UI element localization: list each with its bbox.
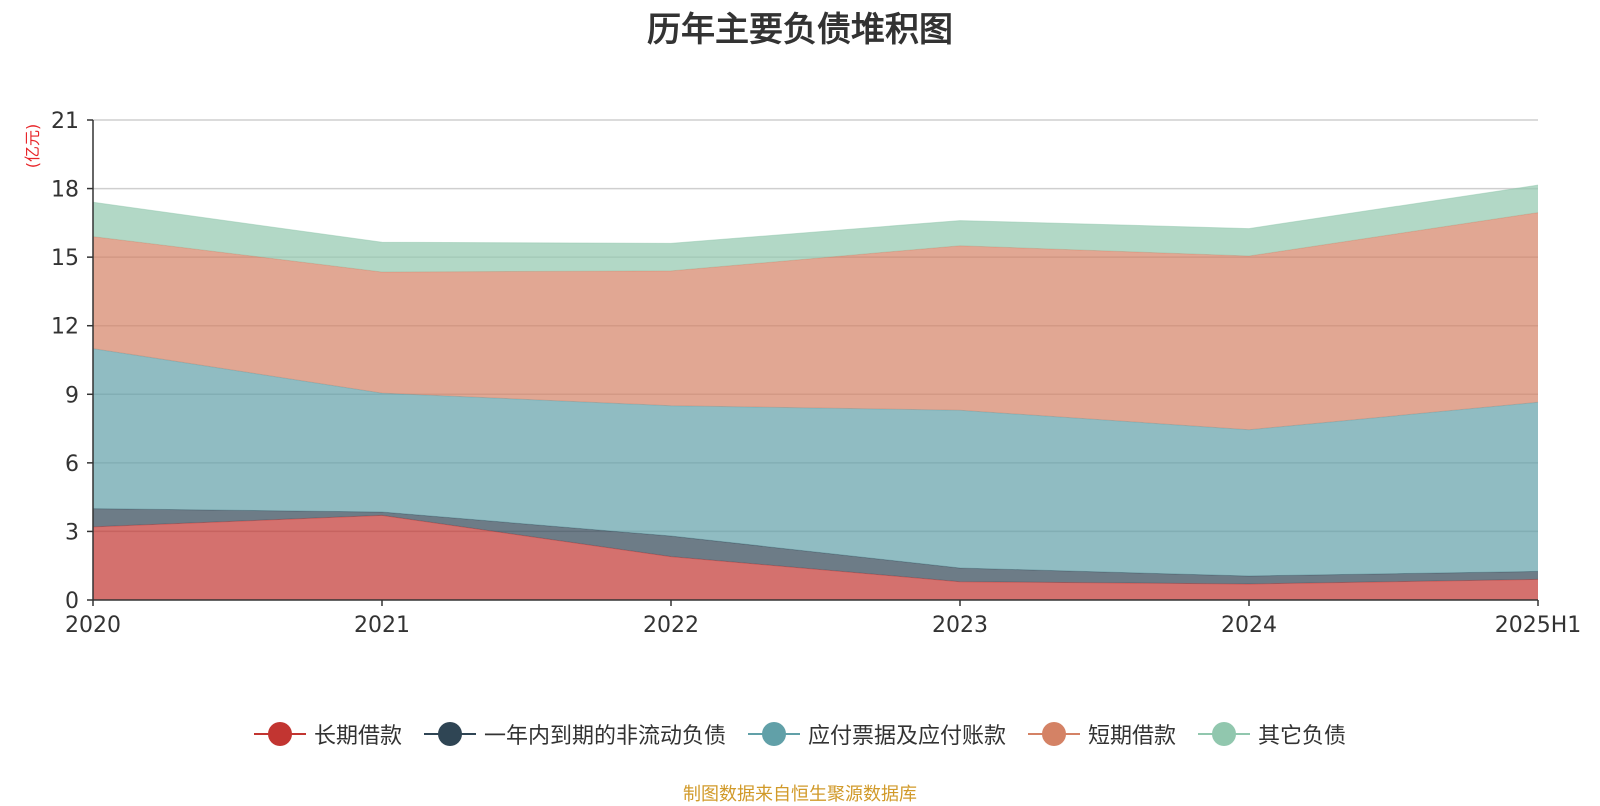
legend-dot [437, 722, 462, 746]
x-tick-label: 2023 [932, 613, 988, 638]
y-tick-label: 9 [65, 383, 79, 408]
legend-label: 一年内到期的非流动负债 [483, 724, 726, 749]
legend-dot [267, 722, 292, 746]
y-tick-label: 0 [65, 589, 79, 614]
legend-marker-icon [747, 722, 800, 746]
legend-marker-icon [423, 722, 476, 746]
legend-label: 短期借款 [1088, 724, 1177, 749]
y-tick-label: 21 [51, 109, 79, 134]
area-series-1 [93, 515, 1538, 600]
x-tick-label: 2021 [354, 613, 410, 638]
x-tick-label: 2025H1 [1495, 613, 1582, 638]
y-axis-unit-label: (亿元) [23, 124, 42, 169]
legend-item-5[interactable]: 其它负债 [1198, 718, 1346, 750]
y-tick-label: 12 [51, 315, 79, 340]
legend-marker-icon [1198, 722, 1251, 746]
area-series [92, 184, 1539, 600]
legend-marker-icon [253, 722, 306, 746]
legend-item-2[interactable]: 一年内到期的非流动负债 [423, 718, 726, 750]
x-tick-label: 2020 [65, 613, 121, 638]
legend: 长期借款 一年内到期的非流动负债 应付票据及应付账款 短期借款 其它负债 [0, 718, 1600, 750]
y-tick-label: 18 [51, 178, 79, 203]
legend-marker-icon [1028, 722, 1080, 746]
y-tick-label: 6 [65, 452, 79, 477]
legend-item-3[interactable]: 应付票据及应付账款 [747, 718, 1006, 750]
legend-dot [761, 722, 786, 746]
legend-dot [1212, 722, 1237, 746]
area-series-3 [93, 348, 1538, 576]
y-tick-label: 3 [65, 520, 79, 545]
chart-title: 历年主要负债堆积图 [647, 10, 953, 50]
area-series-4 [93, 212, 1538, 430]
axes: 0 3 6 9 12 15 18 21 2020 2021 2022 2023 2024 2025H1 [51, 109, 1581, 638]
area-series-2 [93, 508, 1538, 584]
area-series-5 [93, 185, 1538, 272]
legend-item-1[interactable]: 长期借款 [253, 718, 402, 750]
legend-item-4[interactable]: 短期借款 [1028, 718, 1176, 750]
area-edge-5 [92, 184, 1539, 244]
legend-label: 其它负债 [1258, 724, 1347, 749]
legend-label: 长期借款 [313, 724, 402, 749]
y-tick-label: 15 [51, 246, 79, 271]
x-tick-label: 2022 [643, 613, 699, 638]
legend-dot [1042, 722, 1066, 746]
source-note: 制图数据来自恒生聚源数据库 [683, 784, 917, 805]
x-tick-label: 2024 [1221, 613, 1277, 638]
legend-label: 应付票据及应付账款 [807, 724, 1006, 749]
